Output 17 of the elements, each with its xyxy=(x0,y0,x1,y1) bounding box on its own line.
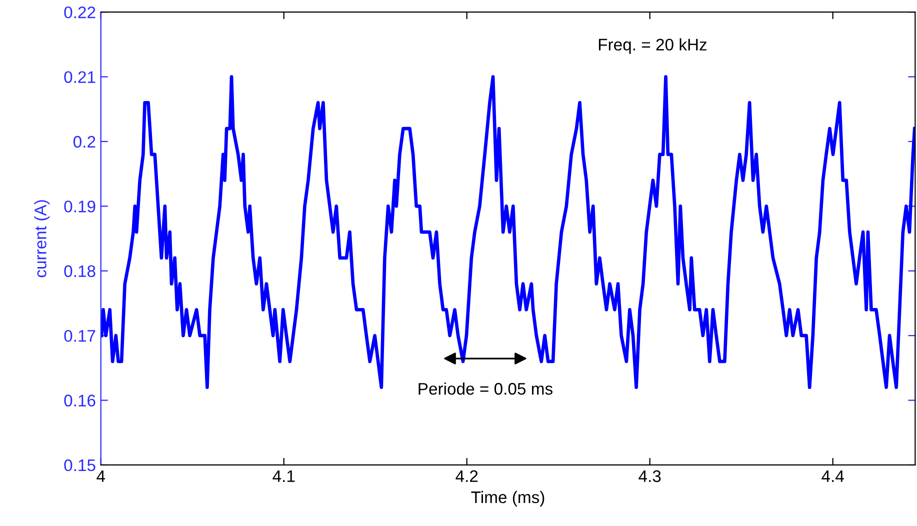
x-axis-title: Time (ms) xyxy=(471,490,544,506)
y-tick-label: 0.17 xyxy=(64,330,96,342)
y-axis-title: current (A) xyxy=(34,200,50,278)
y-tick-label: 0.19 xyxy=(64,200,96,212)
y-tick-label: 0.16 xyxy=(64,394,96,406)
x-tick-label: 4.1 xyxy=(272,470,295,482)
annotation: Freq. = 20 kHz xyxy=(598,38,707,54)
x-tick-label: 4.3 xyxy=(638,470,661,482)
x-tick-label: 4 xyxy=(96,470,106,482)
y-tick-label: 0.15 xyxy=(64,459,96,472)
y-tick-label: 0.18 xyxy=(64,265,96,278)
y-tick-label: 0.22 xyxy=(64,6,96,18)
annotation: Periode = 0.05 ms xyxy=(418,382,552,395)
y-tick-label: 0.2 xyxy=(73,136,96,148)
x-tick-label: 4.2 xyxy=(456,470,478,482)
x-tick-label: 4.4 xyxy=(822,470,844,482)
y-tick-label: 0.21 xyxy=(64,71,96,83)
